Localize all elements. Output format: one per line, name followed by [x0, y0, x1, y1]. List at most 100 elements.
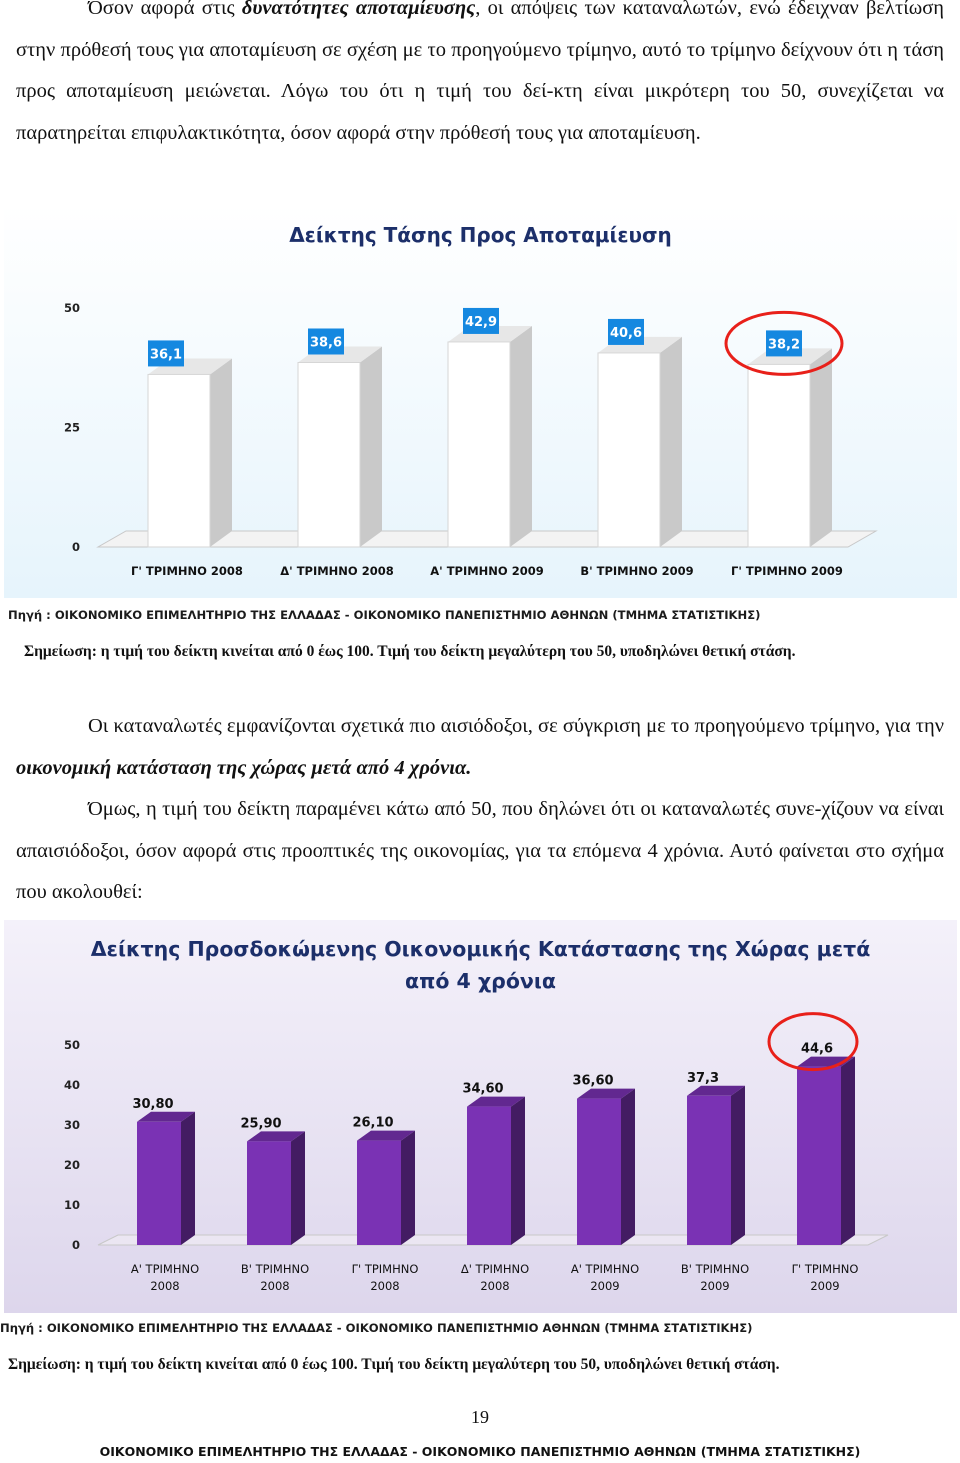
bar-top [577, 1088, 635, 1099]
highlight-circle [724, 310, 844, 376]
data-label: 38,6 [310, 335, 342, 350]
paragraph-savings-text-2: , οι απόψεις των καταναλωτών, ενώ έδειχν… [16, 0, 944, 144]
y-tick-label: 20 [64, 1158, 80, 1172]
x-category-label: Β' ΤΡΙΜΗΝΟ [241, 1262, 309, 1276]
bar-top [467, 1096, 525, 1107]
bar-front [137, 1121, 181, 1245]
bar-side [660, 336, 682, 547]
bar-top [357, 1130, 415, 1141]
bar [797, 1056, 855, 1245]
data-label: 30,80 [132, 1097, 173, 1112]
x-category-label: Α' ΤΡΙΜΗΝΟ 2009 [430, 564, 543, 578]
bar-top [687, 1085, 745, 1096]
bar [467, 1096, 525, 1245]
y-tick-label: 0 [72, 540, 80, 554]
bar [137, 1111, 195, 1245]
y-tick-label: 50 [64, 301, 80, 315]
page-number: 19 [471, 1407, 489, 1427]
x-category-year: 2009 [700, 1279, 729, 1293]
bar [577, 1088, 635, 1245]
bar-front [577, 1098, 621, 1245]
bar-side [511, 1096, 525, 1245]
bar-side [401, 1130, 415, 1245]
bar [357, 1130, 415, 1245]
chart-economic-expectation: Δείκτης Προσδοκώμενης Οικονομικής Κατάστ… [4, 920, 957, 1313]
chart-savings-tendency: Δείκτης Τάσης Προς Αποταμίευση 0 25 50 36,1 Γ… [4, 204, 957, 598]
chart-title: από 4 χρόνια [405, 969, 556, 993]
data-label: 25,90 [240, 1116, 281, 1131]
chart1-note: Σημείωση: η τιμή του δείκτη κινείται από… [24, 643, 796, 660]
data-label-box [463, 307, 499, 334]
x-category-label: Δ' ΤΡΙΜΗΝΟ 2008 [280, 564, 393, 578]
bar-front [297, 361, 361, 548]
data-label: 26,10 [352, 1116, 393, 1131]
chart2-note: Σημείωση: η τιμή του δείκτη κινείται από… [8, 1356, 780, 1373]
x-category-year: 2009 [810, 1279, 839, 1293]
chart-title: Δείκτης Προσδοκώμενης Οικονομικής Κατάστ… [91, 937, 871, 961]
chart-savings-svg: Δείκτης Τάσης Προς Αποταμίευση 0 25 50 36,1 Γ… [4, 204, 957, 598]
data-label-box [766, 330, 802, 357]
paragraph-economy-text: Οι καταναλωτές εμφανίζονται σχετικά πιο … [88, 715, 944, 737]
bar [687, 1085, 745, 1245]
paragraph-savings-bold: δυνατότητες αποταμίευσης [241, 0, 476, 19]
bar-front [147, 373, 211, 548]
data-label-box [608, 318, 644, 345]
y-tick-label: 0 [72, 1238, 80, 1252]
bar-front [447, 341, 511, 548]
bar-top [247, 1131, 305, 1142]
x-category-label: Β' ΤΡΙΜΗΝΟ 2009 [580, 564, 693, 578]
paragraph-economy-bold: οικονομική κατάσταση της χώρας μετά από … [16, 756, 472, 779]
x-category-label: Γ' ΤΡΙΜΗΝΟ [792, 1262, 859, 1276]
bar-front [597, 352, 661, 548]
bar-side [360, 346, 382, 547]
bar-side [210, 358, 232, 547]
data-label: 36,60 [572, 1074, 613, 1089]
data-label: 38,2 [768, 337, 800, 352]
bar-front [357, 1140, 401, 1245]
chart-title: Δείκτης Τάσης Προς Αποταμίευση [289, 223, 672, 247]
x-category-year: 2008 [370, 1279, 399, 1293]
x-category-label: Β' ΤΡΙΜΗΝΟ [681, 1262, 749, 1276]
y-tick-label: 10 [64, 1198, 80, 1212]
bar-front [747, 363, 811, 548]
data-label: 36,1 [150, 347, 182, 362]
bar-front [797, 1066, 841, 1245]
bar-side [621, 1088, 635, 1245]
bar-side [731, 1085, 745, 1245]
paragraph-savings-text-1: Όσον αφορά στις [88, 0, 242, 19]
bar [447, 325, 532, 548]
bar-front [247, 1141, 291, 1245]
y-tick-label: 40 [64, 1078, 80, 1092]
y-tick-label: 50 [64, 1038, 80, 1052]
chart2-source: Πηγή : ΟΙΚΟΝΟΜΙΚΟ ΕΠΙΜΕΛΗΤΗΡΙΟ ΤΗΣ ΕΛΛΑΔ… [0, 1321, 753, 1335]
paragraph-savings: Όσον αφορά στις δυνατότητες αποταμίευσης… [16, 0, 944, 154]
x-category-year: 2009 [590, 1279, 619, 1293]
data-label: 40,6 [610, 326, 642, 341]
bar [247, 1131, 305, 1245]
highlight-circle [767, 1012, 859, 1072]
x-category-year: 2008 [150, 1279, 179, 1293]
x-category-label: Γ' ΤΡΙΜΗΝΟ 2009 [731, 564, 843, 578]
paragraph-economy-outlook: Οι καταναλωτές εμφανίζονται σχετικά πιο … [16, 706, 944, 789]
chart-expectation-svg: Δείκτης Προσδοκώμενης Οικονομικής Κατάστ… [4, 920, 957, 1313]
bar-front [467, 1106, 511, 1245]
data-label: 44,6 [801, 1042, 833, 1057]
data-label-box [308, 328, 344, 355]
y-tick-label: 30 [64, 1118, 80, 1132]
x-category-label: Γ' ΤΡΙΜΗΝΟ [352, 1262, 419, 1276]
bar-top [137, 1111, 195, 1122]
bar-side [181, 1111, 195, 1245]
data-label: 34,60 [462, 1082, 503, 1097]
chart1-source: Πηγή : ΟΙΚΟΝΟΜΙΚΟ ΕΠΙΜΕΛΗΤΗΡΙΟ ΤΗΣ ΕΛΛΑΔ… [8, 608, 761, 622]
x-category-year: 2008 [260, 1279, 289, 1293]
x-category-label: Γ' ΤΡΙΜΗΝΟ 2008 [131, 564, 243, 578]
data-label: 42,9 [465, 315, 497, 330]
paragraph-pessimism: Όμως, η τιμή του δείκτη παραμένει κάτω α… [16, 798, 944, 903]
bar [147, 358, 232, 548]
x-category-label: Δ' ΤΡΙΜΗΝΟ [461, 1262, 529, 1276]
bar-side [510, 325, 532, 547]
data-label: 37,3 [687, 1071, 719, 1086]
bar-side [810, 348, 832, 547]
x-category-year: 2008 [480, 1279, 509, 1293]
y-tick-label: 25 [64, 421, 80, 435]
